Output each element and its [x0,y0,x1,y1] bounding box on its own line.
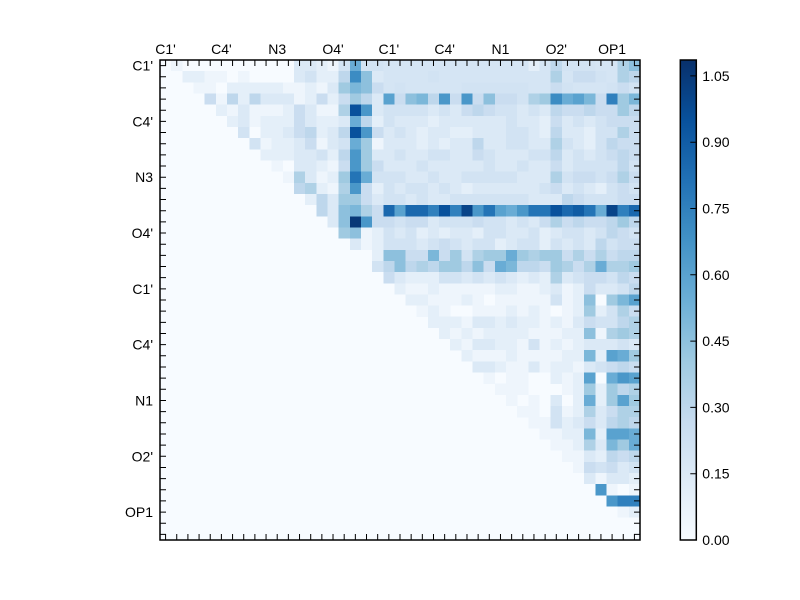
svg-text:OP1: OP1 [125,504,153,520]
svg-text:0.45: 0.45 [702,333,729,349]
svg-text:C4': C4' [434,41,455,57]
svg-text:C1': C1' [132,281,153,297]
svg-text:C4': C4' [132,337,153,353]
svg-text:C1': C1' [155,41,176,57]
svg-text:0.60: 0.60 [702,267,729,283]
svg-text:O4': O4' [322,41,343,57]
svg-text:O2': O2' [546,41,567,57]
svg-text:1.05: 1.05 [702,68,729,84]
svg-text:OP1: OP1 [598,41,626,57]
svg-text:N3: N3 [268,41,286,57]
svg-text:C1': C1' [132,58,153,74]
svg-text:0.90: 0.90 [702,134,729,150]
svg-text:O2': O2' [132,448,153,464]
svg-text:N3: N3 [135,169,153,185]
svg-text:0.75: 0.75 [702,201,729,217]
svg-text:N1: N1 [135,392,153,408]
svg-text:C1': C1' [379,41,400,57]
svg-text:0.00: 0.00 [702,532,729,548]
svg-text:C4': C4' [211,41,232,57]
svg-text:0.15: 0.15 [702,466,729,482]
svg-text:C4': C4' [132,113,153,129]
svg-text:0.30: 0.30 [702,399,729,415]
svg-text:O4': O4' [132,225,153,241]
svg-text:N1: N1 [492,41,510,57]
